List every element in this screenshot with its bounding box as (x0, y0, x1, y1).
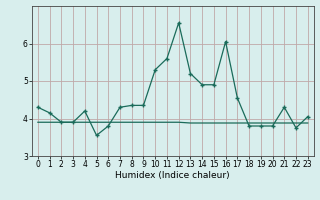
X-axis label: Humidex (Indice chaleur): Humidex (Indice chaleur) (116, 171, 230, 180)
